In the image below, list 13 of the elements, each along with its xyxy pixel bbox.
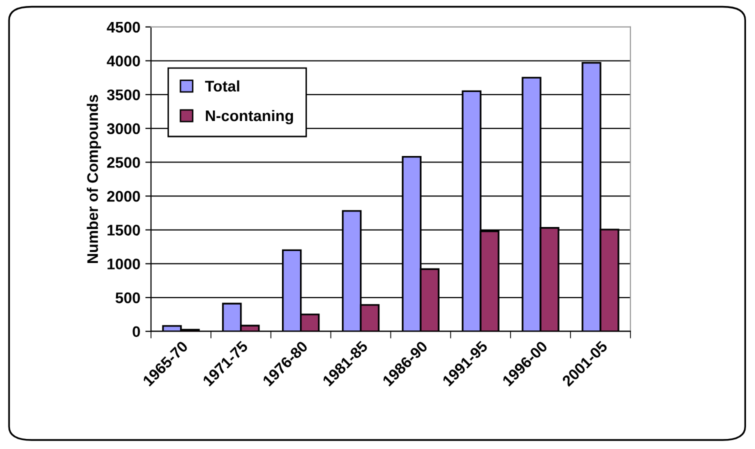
y-tick-label: 3500 xyxy=(106,89,140,100)
y-tick-label: 500 xyxy=(116,292,140,304)
y-tick-label: 1500 xyxy=(108,224,140,236)
y-tick-label: 4500 xyxy=(106,22,140,33)
y-tick-label: 1000 xyxy=(108,258,140,270)
y-tick-label: 2000 xyxy=(107,190,140,202)
y-tick-label: 0 xyxy=(132,326,140,338)
y-tick-label: 3000 xyxy=(106,123,140,134)
y-tick-label: 2500 xyxy=(107,157,140,168)
y-axis-title: Number of Compounds xyxy=(86,94,102,263)
legend-label: N-contaning xyxy=(206,110,293,124)
legend-label: Total xyxy=(205,80,240,92)
y-tick-label: 4000 xyxy=(106,56,140,66)
